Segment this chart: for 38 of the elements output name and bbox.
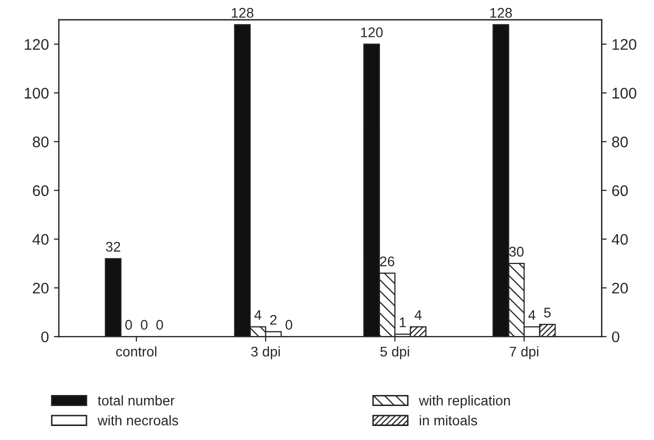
y2-tick-label: 20 (612, 282, 628, 294)
data-label: 4 (528, 310, 536, 320)
y-tick-label: 40 (32, 234, 49, 245)
y-tick-label: 20 (32, 282, 49, 294)
y2-tick-label: 60 (612, 185, 628, 196)
y-tick-label: 120 (24, 39, 49, 50)
y-tick-label: 100 (24, 88, 49, 99)
data-label: 0 (286, 320, 292, 330)
data-label: 5 (544, 308, 551, 318)
y-tick-label: 60 (32, 185, 49, 196)
legend-label: with necroals (98, 415, 178, 426)
y2-tick-label: 40 (612, 234, 628, 245)
data-label: 4 (254, 310, 262, 320)
x-tick-label: control (116, 346, 156, 357)
y2-tick-label: 0 (612, 331, 620, 342)
data-label: 4 (414, 310, 422, 320)
data-label: 26 (380, 256, 394, 266)
data-label: 0 (140, 320, 148, 330)
data-label: 0 (125, 320, 132, 330)
y2-tick-label: 80 (612, 136, 628, 148)
y2-tick-label: 120 (612, 39, 636, 50)
y-tick-label: 80 (32, 136, 49, 148)
data-label: 1 (400, 318, 406, 328)
legend-label: with replication (418, 395, 510, 408)
x-tick-label: 3 dpi (251, 346, 280, 360)
y-tick-label: 0 (41, 331, 49, 342)
legend-label: in mitoals (420, 415, 478, 426)
legend-label: total number (98, 395, 175, 406)
data-label: 30 (509, 246, 524, 257)
data-label: 2 (270, 314, 277, 325)
y2-tick-label: 100 (612, 88, 636, 99)
data-label: 0 (156, 320, 163, 330)
data-label: 120 (361, 27, 383, 38)
data-label: 128 (232, 8, 254, 18)
x-tick-label: 7 dpi (510, 346, 538, 360)
data-label: 128 (490, 8, 512, 18)
x-tick-label: 5 dpi (380, 346, 410, 360)
data-label: 32 (106, 242, 120, 252)
